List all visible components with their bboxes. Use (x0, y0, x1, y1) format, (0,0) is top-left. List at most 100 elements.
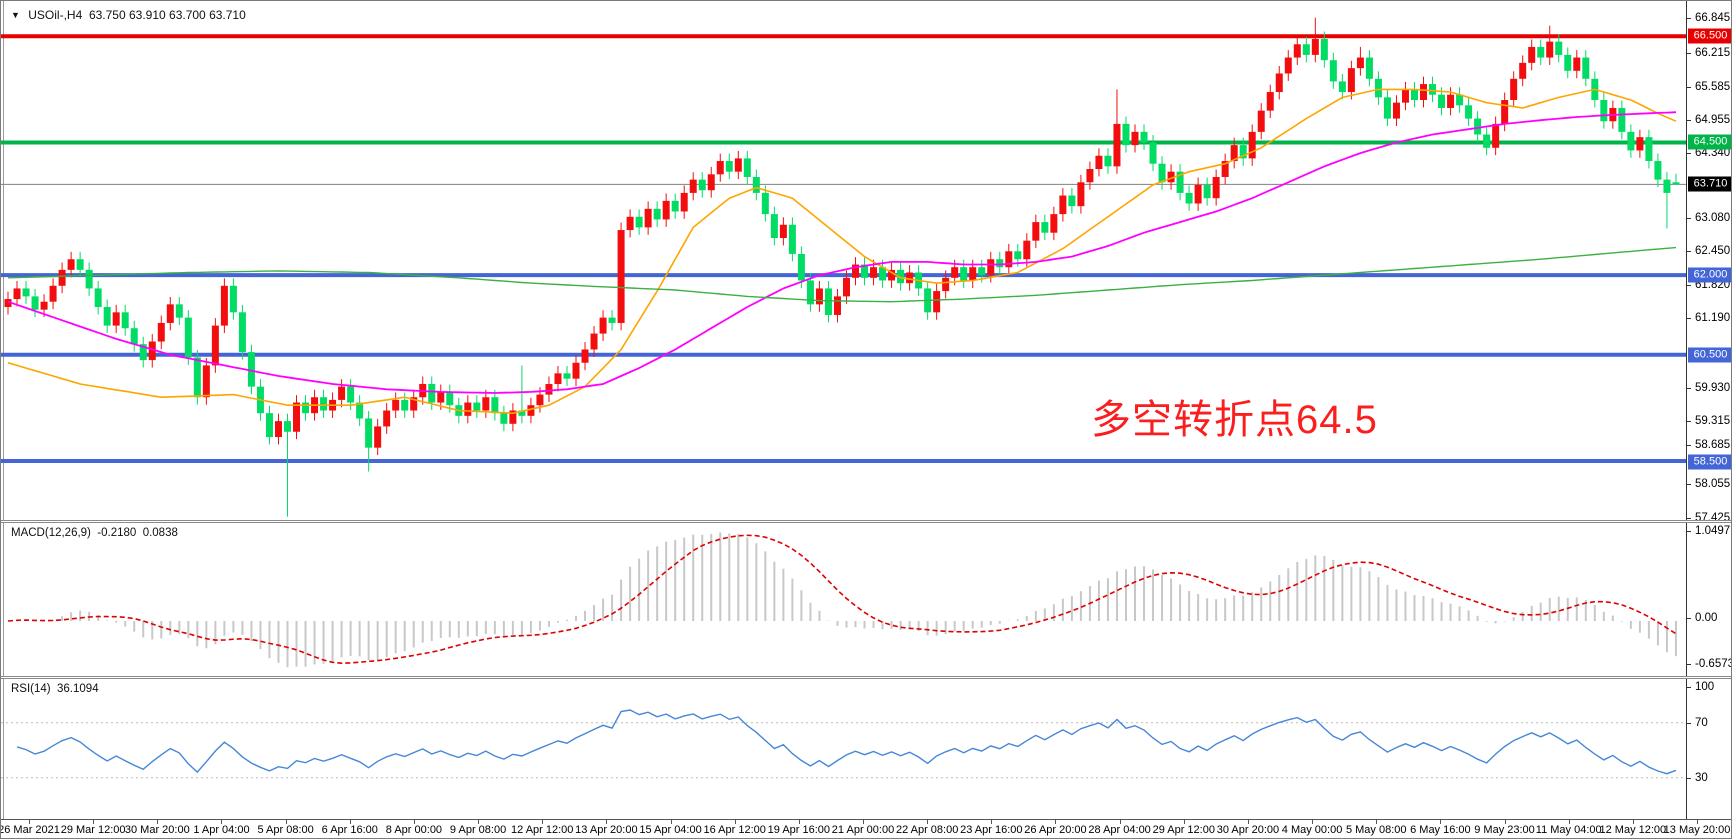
time-tick (1376, 820, 1378, 824)
time-tick (1440, 820, 1442, 824)
candle (1014, 251, 1022, 260)
time-tick (1055, 820, 1057, 824)
candle (1050, 214, 1058, 233)
candle (1447, 94, 1455, 108)
candle (1600, 100, 1608, 122)
macd-name: MACD(12,26,9) (11, 527, 91, 539)
time-tick (991, 820, 993, 824)
candle (590, 333, 598, 350)
time-tick (157, 820, 159, 824)
candle (1167, 171, 1175, 183)
price-axis-label: 64.955 (1695, 114, 1731, 126)
candle (1374, 78, 1382, 98)
candle (1456, 94, 1464, 106)
candle (1041, 222, 1049, 233)
candle (870, 267, 878, 278)
candle (752, 176, 760, 193)
candle (680, 192, 688, 212)
time-axis-label: 29 Apr 12:00 (1152, 824, 1215, 836)
rsi-panel[interactable] (1, 679, 1687, 818)
price-axis-label: 61.190 (1695, 312, 1731, 324)
chart-graphics (1, 17, 1687, 779)
candle (338, 386, 346, 400)
ma-fast-orange (7, 88, 1677, 415)
candle (554, 373, 562, 384)
time-tick (478, 820, 480, 824)
candle (707, 174, 715, 191)
candle (888, 269, 896, 281)
candle (1618, 107, 1626, 132)
candle (1059, 195, 1067, 215)
candle (518, 410, 526, 416)
time-axis-label: 9 May 23:00 (1474, 824, 1535, 836)
price-axis-label: 63.080 (1695, 212, 1731, 224)
symbol-dropdown-icon[interactable]: ▼ (11, 10, 20, 20)
candle (85, 269, 93, 289)
candle (671, 200, 679, 212)
price-axis-label: 62.450 (1695, 245, 1731, 257)
time-tick (863, 820, 864, 824)
candle (1239, 145, 1247, 159)
candle (1510, 78, 1518, 101)
candle (960, 267, 968, 281)
candle (743, 158, 751, 177)
macd-panel[interactable] (1, 523, 1687, 676)
candle (626, 216, 634, 231)
time-axis[interactable]: 26 Mar 2021 29 Mar 12:00 30 Mar 20:00 1 Apr… (1, 819, 1731, 838)
candle (1158, 163, 1166, 183)
candle (1429, 84, 1437, 95)
candle (788, 224, 796, 254)
candle (509, 410, 517, 424)
candle (365, 418, 373, 448)
time-tick (221, 820, 223, 824)
candle (1356, 57, 1364, 69)
candle (1023, 240, 1031, 260)
axis-tick (1687, 518, 1691, 519)
candle (293, 402, 301, 432)
candle (401, 399, 409, 411)
candle (1176, 171, 1184, 193)
candle (824, 288, 832, 315)
candle (22, 288, 30, 297)
candle (761, 192, 769, 215)
macd-label: MACD(12,26,9) -0.2180 0.0838 (11, 527, 178, 539)
candle (1645, 137, 1653, 162)
time-axis-label: 9 Apr 08:00 (449, 824, 507, 836)
candle (1383, 97, 1391, 119)
candle (193, 357, 201, 398)
candle (76, 259, 84, 270)
candle (464, 402, 472, 416)
candle (978, 267, 986, 276)
time-axis-label: 1 Apr 04:00 (193, 824, 250, 836)
candle (1122, 123, 1130, 146)
time-tick (1697, 820, 1698, 824)
symbol-title: ▼ USOil-,H4 63.750 63.910 63.700 63.710 (11, 8, 246, 22)
axis-tick (1687, 421, 1691, 422)
panel-separator-macd[interactable] (1, 520, 1731, 523)
candle (951, 267, 959, 278)
candle (1420, 84, 1428, 101)
panel-separator-rsi[interactable] (1, 676, 1731, 679)
time-tick (1312, 820, 1314, 824)
time-tick (1632, 820, 1634, 824)
candle (906, 272, 914, 284)
candle (942, 277, 950, 292)
time-axis-label: 13 Apr 20:00 (575, 824, 638, 836)
time-axis-label: 8 Apr 00:00 (385, 824, 443, 836)
axis-tick (1687, 531, 1691, 532)
candle (1483, 134, 1491, 148)
candle (1627, 131, 1635, 151)
candle (40, 301, 48, 310)
candle (374, 426, 382, 448)
main-chart-panel[interactable] (1, 1, 1687, 520)
candles-layer[interactable] (4, 17, 1680, 517)
candle (428, 383, 436, 403)
horizontal-lines[interactable] (1, 34, 1687, 463)
price-axis[interactable]: 66.845 66.215 65.585 64.955 64.340 63.080 62.4… (1686, 1, 1731, 819)
time-axis-label: 16 Apr 12:00 (703, 824, 766, 836)
rsi-value: 36.1094 (57, 683, 99, 695)
candle (852, 264, 860, 278)
candle (599, 317, 607, 334)
candle (184, 317, 192, 358)
